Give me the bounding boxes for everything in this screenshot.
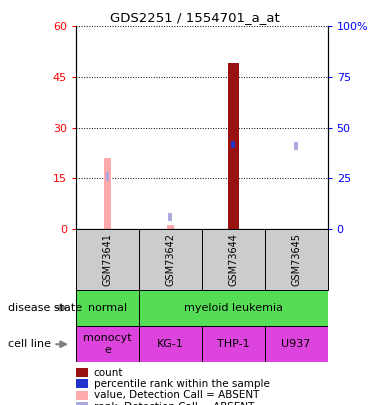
Text: disease state: disease state xyxy=(8,303,82,313)
Text: GSM73644: GSM73644 xyxy=(228,233,238,286)
Text: value, Detection Call = ABSENT: value, Detection Call = ABSENT xyxy=(94,390,259,400)
Bar xyxy=(76,326,139,362)
Text: normal: normal xyxy=(88,303,127,313)
Text: GDS2251 / 1554701_a_at: GDS2251 / 1554701_a_at xyxy=(110,11,280,24)
Bar xyxy=(231,141,235,148)
Bar xyxy=(106,172,109,181)
Bar xyxy=(104,158,111,229)
Bar xyxy=(76,229,139,290)
Bar xyxy=(167,226,174,229)
Text: U937: U937 xyxy=(282,339,311,349)
Bar xyxy=(294,142,298,150)
Bar xyxy=(76,290,139,326)
Text: monocyt
e: monocyt e xyxy=(83,333,132,355)
Bar xyxy=(168,213,172,221)
Text: count: count xyxy=(94,368,123,377)
Bar xyxy=(139,229,202,290)
Bar xyxy=(202,326,265,362)
Text: percentile rank within the sample: percentile rank within the sample xyxy=(94,379,269,389)
Text: KG-1: KG-1 xyxy=(157,339,184,349)
Bar xyxy=(265,229,328,290)
Text: rank, Detection Call = ABSENT: rank, Detection Call = ABSENT xyxy=(94,402,254,405)
Text: cell line: cell line xyxy=(8,339,51,349)
Bar xyxy=(139,326,202,362)
Text: THP-1: THP-1 xyxy=(217,339,250,349)
Bar xyxy=(265,326,328,362)
Text: GSM73642: GSM73642 xyxy=(165,233,176,286)
Text: GSM73641: GSM73641 xyxy=(103,233,112,286)
Text: GSM73645: GSM73645 xyxy=(291,233,301,286)
Bar xyxy=(202,229,265,290)
Bar xyxy=(228,64,239,229)
Text: myeloid leukemia: myeloid leukemia xyxy=(184,303,283,313)
Bar xyxy=(139,290,328,326)
